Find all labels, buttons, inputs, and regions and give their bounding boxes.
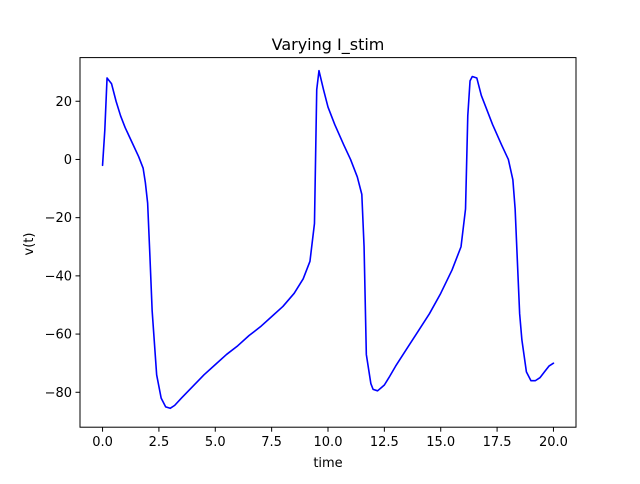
y-tick-label: 0	[64, 153, 72, 168]
x-tick-label: 5.0	[205, 435, 226, 450]
x-tick-label: 10.0	[314, 435, 343, 450]
x-axis-label: time	[313, 456, 342, 471]
x-tick-label: 12.5	[370, 435, 399, 450]
x-tick-label: 2.5	[149, 435, 170, 450]
x-tick-label: 7.5	[261, 435, 282, 450]
y-tick-label: −60	[45, 328, 72, 343]
x-tick-label: 17.5	[483, 435, 512, 450]
y-axis-label: v(t)	[22, 233, 37, 256]
plot-frame	[79, 57, 577, 428]
ticks-layer: 0.0 2.5 5.0 7.5 10.0 12.5 15.0 17.5 20.0 −80 −60 −4…	[45, 95, 568, 450]
series-layer	[101, 69, 555, 410]
x-tick-label: 15.0	[426, 435, 455, 450]
x-tick-label: 0.0	[92, 435, 113, 450]
chart-title: Varying I_stim	[272, 35, 385, 55]
y-tick-label: −40	[45, 269, 72, 284]
y-tick-label: −80	[45, 386, 72, 401]
x-tick-label: 20.0	[539, 435, 568, 450]
series-line	[101, 69, 555, 410]
y-tick-label: 20	[55, 95, 72, 110]
y-tick-label: −20	[45, 211, 72, 226]
